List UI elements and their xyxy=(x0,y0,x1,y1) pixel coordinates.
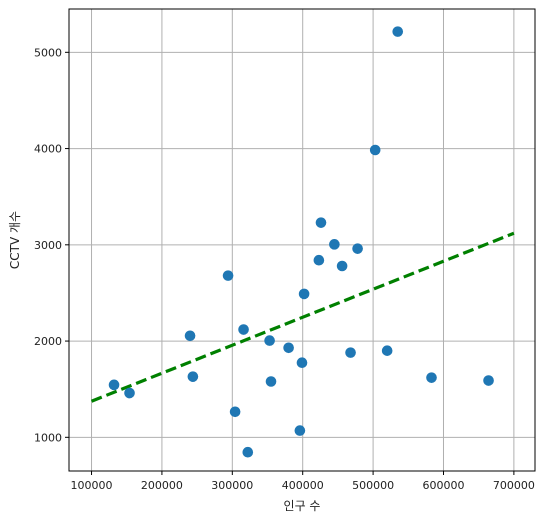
x-tick-label: 100000 xyxy=(71,479,113,492)
data-point xyxy=(265,376,277,387)
y-axis-label: CCTV 개수 xyxy=(8,211,22,269)
data-point xyxy=(483,375,494,386)
data-point xyxy=(124,387,135,399)
data-point xyxy=(336,260,348,272)
data-point xyxy=(238,324,249,335)
y-tick-label: 3000 xyxy=(34,239,62,252)
plot-frame xyxy=(68,8,536,472)
data-point xyxy=(294,425,306,436)
data-point xyxy=(381,345,393,356)
y-tick-label: 4000 xyxy=(34,143,62,156)
x-tick-label: 400000 xyxy=(282,479,324,492)
data-point xyxy=(184,330,196,342)
data-point xyxy=(329,239,340,250)
data-point xyxy=(352,243,363,254)
data-point xyxy=(392,26,404,37)
data-point xyxy=(222,270,234,281)
trendline-group xyxy=(90,231,515,403)
x-tick-label: 500000 xyxy=(352,479,394,492)
x-tick-label: 200000 xyxy=(141,479,183,492)
data-point xyxy=(313,254,325,266)
grid-lines xyxy=(69,9,535,471)
data-points xyxy=(108,26,494,458)
data-point xyxy=(369,144,381,156)
data-point xyxy=(229,406,241,418)
data-point xyxy=(242,446,254,458)
trendline xyxy=(90,231,515,403)
y-tick-label: 1000 xyxy=(34,431,62,444)
data-point xyxy=(345,347,356,358)
data-point xyxy=(298,288,310,300)
data-point xyxy=(283,342,294,354)
x-axis-label: 인구 수 xyxy=(284,499,321,513)
y-tick-label: 5000 xyxy=(34,46,62,59)
data-point xyxy=(187,371,199,382)
x-tick-label: 300000 xyxy=(211,479,253,492)
y-ticks: 1000 2000 3000 4000 5000 xyxy=(34,46,69,444)
x-tick-label: 700000 xyxy=(493,479,535,492)
y-tick-label: 2000 xyxy=(34,335,62,348)
x-tick-label: 600000 xyxy=(422,479,464,492)
data-point xyxy=(315,217,327,228)
data-point xyxy=(108,379,120,391)
data-point xyxy=(426,372,437,383)
x-ticks: 100000 200000 300000 400000 500000 600000 7000… xyxy=(71,471,535,492)
data-point xyxy=(264,335,275,346)
data-point xyxy=(296,357,308,369)
